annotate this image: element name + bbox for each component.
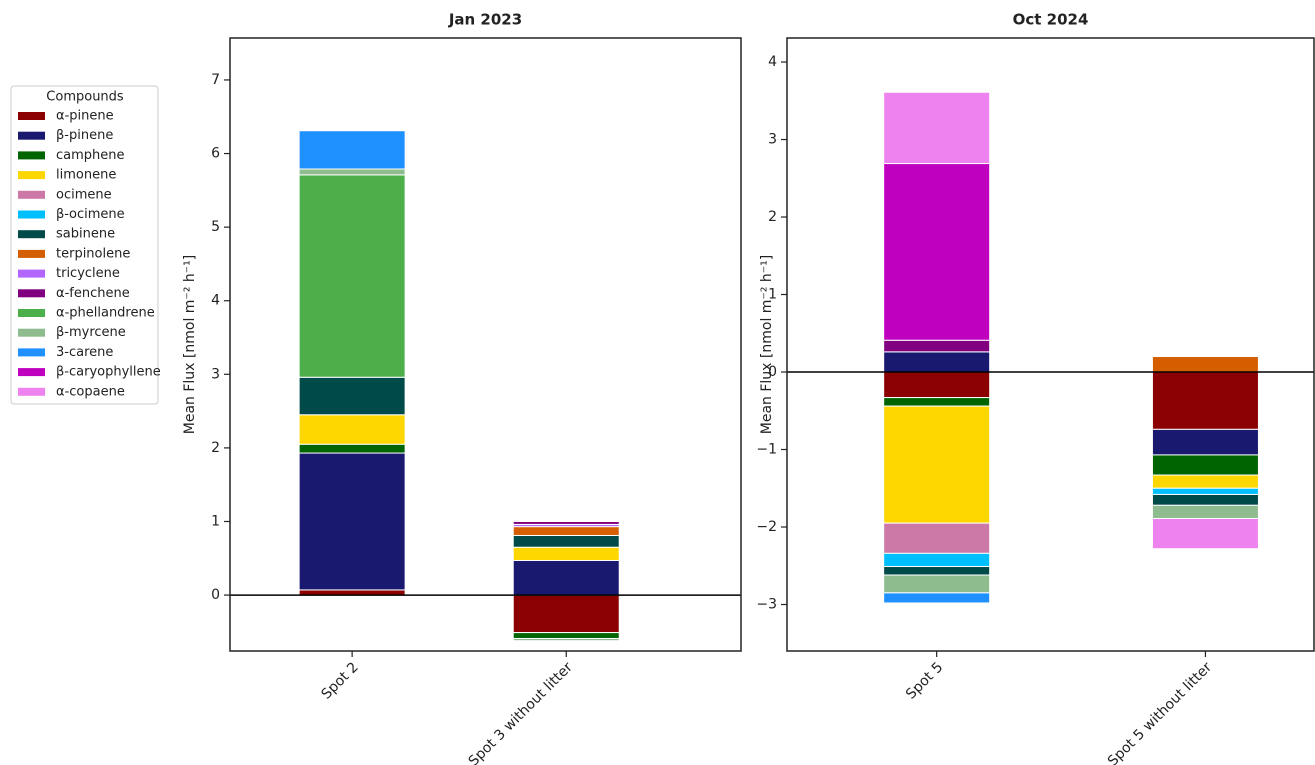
x-tick-label: Spot 2 [319, 659, 362, 702]
y-tick-label: 6 [211, 146, 220, 162]
legend-label: limonene [56, 168, 116, 183]
legend-swatch [18, 387, 45, 396]
bar-segment [883, 405, 991, 524]
y-tick-label: 5 [211, 219, 220, 235]
bar-segment [883, 351, 991, 373]
y-tick-label: 3 [211, 366, 220, 382]
bar-segment [298, 589, 406, 596]
y-tick-label: 0 [768, 364, 777, 380]
bar-segment [883, 552, 991, 568]
y-tick-label: 2 [211, 440, 220, 456]
y-tick-label: 3 [768, 132, 777, 148]
legend-swatch [18, 368, 45, 377]
bar-segment [1151, 454, 1259, 476]
plot-frame [229, 37, 742, 652]
y-tick-label: 4 [211, 293, 220, 309]
bar-segment [512, 546, 620, 561]
legend-swatch [18, 131, 45, 140]
bar-segment [512, 534, 620, 548]
bar-segment [298, 414, 406, 445]
y-tick-label: 1 [768, 287, 777, 303]
x-tick-label: Spot 5 [903, 659, 946, 702]
y-tick-label: 0 [211, 587, 220, 603]
bar-segment [883, 163, 991, 341]
bar-segment [298, 376, 406, 416]
bar-segment [298, 130, 406, 170]
bar-segment [883, 574, 991, 594]
legend-label: β-ocimene [56, 207, 125, 222]
bar-segment [883, 397, 991, 407]
legend-swatch [18, 210, 45, 219]
bar-segment [883, 91, 991, 165]
plot-frame [786, 37, 1315, 652]
bar-segment [883, 592, 991, 604]
legend-label: camphene [56, 148, 125, 163]
x-tick-label: Spot 3 without litter [466, 659, 576, 765]
legend-swatch [18, 151, 45, 160]
legend-swatch [18, 249, 45, 258]
legend-swatch [18, 190, 45, 199]
legend-swatch [18, 289, 45, 298]
bar-segment [512, 559, 620, 596]
bar-segment [298, 452, 406, 591]
chart-title: Jan 2023 [448, 11, 522, 29]
bar-segment [883, 371, 991, 399]
bar-segment [1151, 504, 1259, 519]
legend-label: α-fenchene [56, 286, 130, 301]
legend-label: β-caryophyllene [56, 365, 161, 380]
legend-label: α-copaene [56, 384, 125, 399]
bar-segment [1151, 356, 1259, 373]
bar-segment [512, 594, 620, 634]
y-tick-label: 2 [768, 209, 777, 225]
bar-segment [883, 522, 991, 554]
y-tick-label: −2 [756, 519, 777, 535]
bar-segment [1151, 493, 1259, 506]
bar-segment [298, 174, 406, 378]
bar-segment [298, 168, 406, 176]
y-tick-label: 7 [211, 72, 220, 88]
x-tick-label: Spot 5 without litter [1105, 659, 1215, 765]
legend-label: terpinolene [56, 246, 130, 261]
legend-swatch [18, 269, 45, 278]
legend-swatch [18, 309, 45, 317]
legend-swatch [18, 171, 45, 180]
legend-label: β-myrcene [56, 325, 126, 340]
legend-label: 3-carene [56, 345, 113, 360]
y-axis-label: Mean Flux [nmol m⁻² h⁻¹] [759, 255, 775, 434]
bar-segment [1151, 474, 1259, 489]
legend-label: ocimene [56, 187, 112, 202]
bar-segment [1151, 517, 1259, 550]
legend-title: Compounds [46, 90, 124, 105]
legend-swatch [18, 328, 45, 337]
bar-segment [883, 339, 991, 353]
bar-segment [883, 566, 991, 576]
legend-swatch [18, 230, 45, 239]
chart-title: Oct 2024 [1013, 11, 1089, 29]
legend-swatch [18, 112, 45, 120]
bar-segment [1151, 371, 1259, 430]
y-tick-label: 4 [768, 54, 777, 70]
legend-label: α-phellandrene [56, 306, 155, 321]
legend-label: tricyclene [56, 266, 120, 281]
y-tick-label: −3 [756, 597, 777, 613]
bar-segment [1151, 487, 1259, 495]
y-tick-label: −1 [756, 442, 777, 458]
legend-label: sabinene [56, 227, 115, 242]
y-tick-label: 1 [211, 513, 220, 529]
legend-box [10, 85, 159, 405]
bar-segment [512, 526, 620, 536]
legend-label: α-pinene [56, 109, 114, 124]
bar-segment [298, 443, 406, 454]
legend-label: β-pinene [56, 128, 113, 143]
bar-segment [512, 632, 620, 639]
y-axis-label: Mean Flux [nmol m⁻² h⁻¹] [182, 255, 198, 434]
bar-segment [512, 520, 620, 525]
bar-segment [1151, 428, 1259, 456]
bar-segment [512, 637, 620, 642]
legend-swatch [18, 348, 45, 357]
